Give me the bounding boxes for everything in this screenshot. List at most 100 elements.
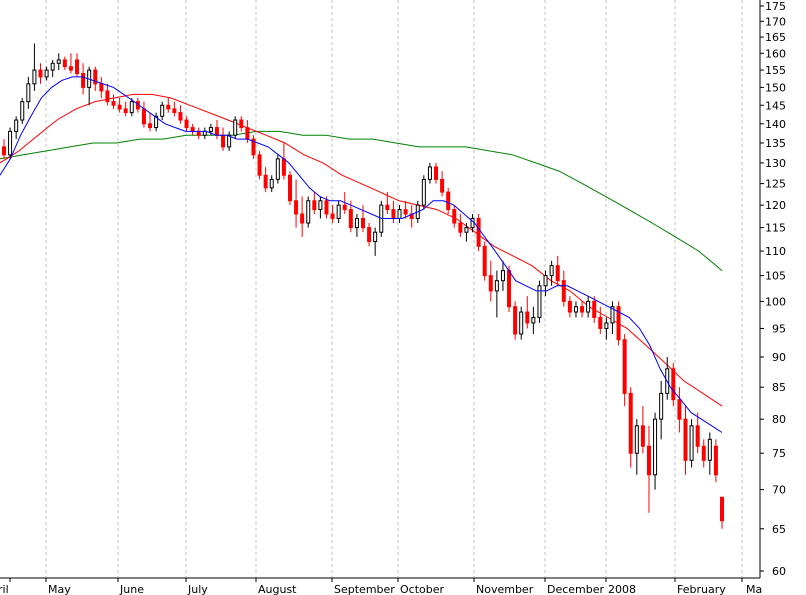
- x-tick-label: February: [677, 583, 726, 595]
- y-tick-label: 75: [772, 447, 786, 460]
- candle-down: [239, 119, 244, 129]
- candle-up: [233, 119, 238, 136]
- y-tick-label: 155: [765, 64, 786, 77]
- candle-up: [586, 300, 591, 313]
- candle-up: [20, 101, 25, 121]
- candle-down: [440, 178, 445, 193]
- candle-down: [148, 123, 153, 129]
- candle-down: [476, 218, 481, 247]
- candle-up: [208, 127, 213, 132]
- x-tick-label: September: [334, 583, 395, 595]
- x-tick-label: August: [258, 583, 297, 595]
- candle-down: [184, 119, 189, 129]
- candle-down: [367, 227, 372, 243]
- candle-up: [610, 306, 615, 324]
- candle-up: [634, 425, 639, 454]
- candle-up: [354, 218, 359, 229]
- candle-down: [446, 191, 451, 211]
- y-tick-label: 170: [765, 15, 786, 28]
- candle-down: [683, 418, 688, 461]
- candle-down: [117, 104, 122, 110]
- y-tick-label: 65: [772, 523, 786, 536]
- candle-down: [245, 127, 250, 140]
- candle-down: [75, 59, 80, 74]
- candle-down: [701, 445, 706, 461]
- candle-up: [129, 101, 134, 114]
- candle-down: [287, 174, 292, 202]
- candle-up: [8, 130, 13, 156]
- candle-down: [513, 306, 518, 335]
- candle-up: [50, 62, 55, 71]
- y-tick-label: 175: [765, 0, 786, 13]
- candle-up: [14, 119, 19, 132]
- candles: [2, 43, 724, 529]
- candle-down: [172, 108, 177, 114]
- y-tick-label: 80: [772, 413, 786, 426]
- candle-down: [677, 399, 682, 420]
- x-tick-label: Ma: [746, 583, 762, 595]
- candle-down: [555, 265, 560, 282]
- y-axis: 60 65 70 75 80 85 90 95 100 105 110 115 120 125 130 135…: [759, 0, 786, 578]
- candle-up: [202, 130, 207, 136]
- candle-down: [263, 174, 268, 189]
- candle-up: [44, 69, 49, 78]
- candle-up: [653, 418, 658, 476]
- candle-down: [646, 445, 651, 476]
- candle-up: [531, 316, 536, 324]
- y-tick-label: 70: [772, 484, 786, 497]
- candle-down: [68, 66, 73, 71]
- candle-down: [628, 392, 633, 454]
- y-tick-label: 100: [765, 295, 786, 308]
- candle-up: [56, 59, 61, 64]
- vertical-gridlines: [45, 0, 743, 578]
- candle-up: [494, 280, 499, 292]
- y-tick-label: 150: [765, 81, 786, 94]
- candle-down: [166, 104, 171, 110]
- candle-down: [38, 69, 43, 78]
- candle-down: [190, 127, 195, 132]
- candle-down: [482, 245, 487, 277]
- candle-down: [507, 270, 512, 308]
- y-tick-label: 105: [765, 270, 786, 283]
- candle-down: [99, 83, 104, 92]
- candle-down: [281, 158, 286, 176]
- x-tick-label: 2008: [608, 583, 636, 595]
- x-axis: ril May June July August September October Nove…: [0, 577, 762, 595]
- candle-down: [385, 204, 390, 211]
- y-tick-label: 160: [765, 47, 786, 60]
- candle-down: [640, 425, 645, 447]
- candle-down: [452, 209, 457, 224]
- candle-up: [26, 83, 31, 103]
- candle-down: [561, 280, 566, 302]
- candle-up: [318, 200, 323, 211]
- candle-down: [294, 200, 299, 215]
- candle-up: [427, 166, 432, 180]
- candle-down: [458, 222, 463, 233]
- candle-down: [196, 130, 201, 136]
- y-tick-label: 165: [765, 31, 786, 44]
- candle-down: [525, 311, 530, 324]
- candle-down: [488, 275, 493, 292]
- candle-up: [549, 265, 554, 277]
- candle-up: [336, 204, 341, 220]
- x-tick-label: June: [119, 583, 144, 595]
- candle-down: [93, 69, 98, 85]
- candle-down: [403, 209, 408, 215]
- y-tick-label: 140: [765, 118, 786, 131]
- candle-down: [391, 209, 396, 220]
- candle-up: [154, 115, 159, 129]
- candle-down: [251, 138, 256, 156]
- candle-down: [330, 213, 335, 220]
- ma-medium-line: [0, 93, 723, 407]
- candle-down: [622, 339, 627, 394]
- candle-down: [105, 90, 110, 103]
- candle-down: [671, 368, 676, 401]
- candle-up: [707, 438, 712, 461]
- candle-up: [464, 227, 469, 233]
- candle-down: [580, 306, 585, 313]
- candle-down: [178, 112, 183, 121]
- x-tick-label: October: [400, 583, 444, 595]
- candle-up: [160, 104, 165, 117]
- candle-up: [573, 306, 578, 313]
- candle-up: [306, 200, 311, 224]
